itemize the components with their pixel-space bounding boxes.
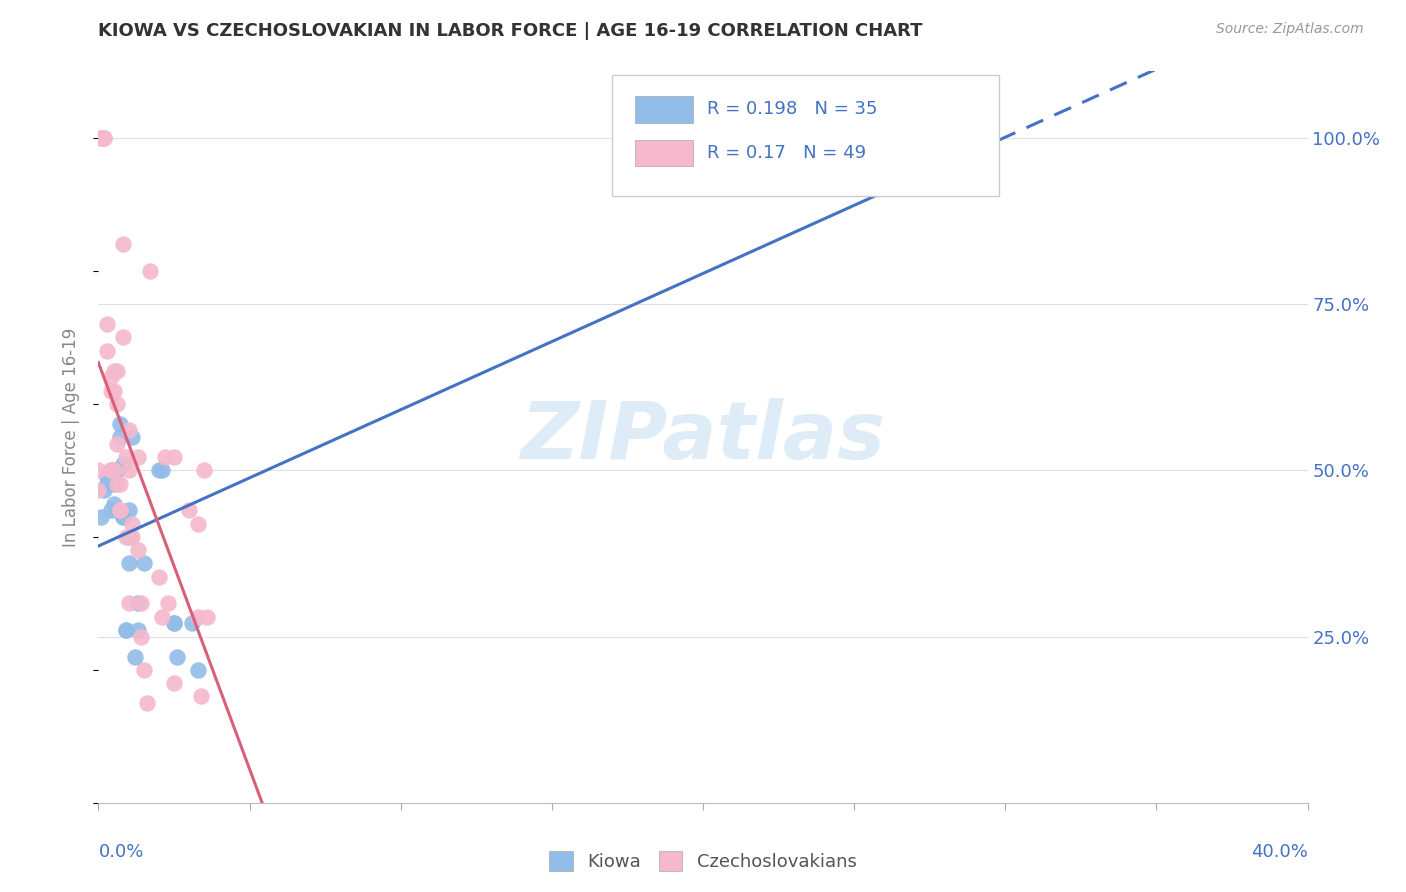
- Point: [100, 370, 122, 384]
- Point: [111, 330, 134, 344]
- Point: [118, 424, 141, 438]
- Point: [844, 131, 866, 145]
- Point: [132, 663, 155, 677]
- Point: [90, 509, 112, 524]
- Point: [135, 696, 157, 710]
- Point: [121, 430, 143, 444]
- Point: [118, 463, 141, 477]
- Point: [111, 457, 134, 471]
- Text: Source: ZipAtlas.com: Source: ZipAtlas.com: [1216, 22, 1364, 37]
- Point: [105, 363, 128, 377]
- FancyBboxPatch shape: [636, 96, 693, 122]
- Point: [96, 317, 118, 331]
- Point: [100, 503, 122, 517]
- Y-axis label: In Labor Force | Age 16-19: In Labor Force | Age 16-19: [62, 327, 80, 547]
- Point: [103, 463, 125, 477]
- Point: [96, 476, 118, 491]
- Point: [103, 363, 125, 377]
- Point: [195, 609, 218, 624]
- Point: [108, 503, 131, 517]
- Point: [87, 483, 110, 498]
- FancyBboxPatch shape: [636, 140, 693, 167]
- Point: [111, 509, 134, 524]
- Point: [150, 609, 173, 624]
- Point: [100, 463, 122, 477]
- Point: [105, 503, 128, 517]
- Point: [163, 616, 186, 631]
- FancyBboxPatch shape: [613, 75, 1000, 195]
- Point: [150, 463, 173, 477]
- Point: [114, 623, 136, 637]
- Point: [118, 503, 141, 517]
- Point: [87, 463, 110, 477]
- Point: [129, 630, 152, 644]
- Point: [153, 450, 176, 464]
- Point: [103, 476, 125, 491]
- Point: [129, 596, 152, 610]
- Point: [114, 450, 136, 464]
- Legend: Kiowa, Czechoslovakians: Kiowa, Czechoslovakians: [543, 844, 863, 879]
- Text: 0.0%: 0.0%: [98, 843, 143, 861]
- Point: [90, 131, 112, 145]
- Point: [118, 530, 141, 544]
- Point: [127, 623, 149, 637]
- Point: [193, 463, 215, 477]
- Point: [121, 516, 143, 531]
- Point: [163, 450, 186, 464]
- Point: [96, 470, 118, 484]
- Point: [148, 463, 170, 477]
- Point: [103, 463, 125, 477]
- Point: [127, 543, 149, 558]
- Point: [190, 690, 212, 704]
- Point: [139, 264, 162, 278]
- Text: R = 0.198   N = 35: R = 0.198 N = 35: [707, 101, 877, 119]
- Point: [156, 596, 179, 610]
- Point: [108, 476, 131, 491]
- Point: [187, 516, 209, 531]
- Point: [103, 497, 125, 511]
- Point: [118, 596, 141, 610]
- Point: [96, 343, 118, 358]
- Point: [93, 131, 115, 145]
- Point: [111, 509, 134, 524]
- Point: [100, 463, 122, 477]
- Point: [181, 616, 204, 631]
- Text: KIOWA VS CZECHOSLOVAKIAN IN LABOR FORCE | AGE 16-19 CORRELATION CHART: KIOWA VS CZECHOSLOVAKIAN IN LABOR FORCE …: [98, 22, 922, 40]
- Point: [166, 649, 188, 664]
- Point: [108, 503, 131, 517]
- Point: [114, 623, 136, 637]
- Point: [105, 463, 128, 477]
- Point: [105, 397, 128, 411]
- Point: [108, 417, 131, 431]
- Point: [108, 430, 131, 444]
- Point: [93, 131, 115, 145]
- Point: [124, 649, 146, 664]
- Point: [187, 609, 209, 624]
- Point: [127, 596, 149, 610]
- Point: [90, 131, 112, 145]
- Point: [105, 476, 128, 491]
- Point: [105, 436, 128, 450]
- Point: [163, 676, 186, 690]
- Point: [93, 483, 115, 498]
- Point: [148, 570, 170, 584]
- Point: [179, 503, 201, 517]
- Text: 40.0%: 40.0%: [1251, 843, 1308, 861]
- Point: [121, 530, 143, 544]
- Point: [100, 384, 122, 398]
- Text: ZIPatlas: ZIPatlas: [520, 398, 886, 476]
- Point: [114, 530, 136, 544]
- Point: [118, 557, 141, 571]
- Text: R = 0.17   N = 49: R = 0.17 N = 49: [707, 145, 866, 162]
- Point: [163, 616, 186, 631]
- Point: [111, 237, 134, 252]
- Point: [127, 450, 149, 464]
- Point: [132, 557, 155, 571]
- Point: [187, 663, 209, 677]
- Point: [105, 463, 128, 477]
- Point: [103, 384, 125, 398]
